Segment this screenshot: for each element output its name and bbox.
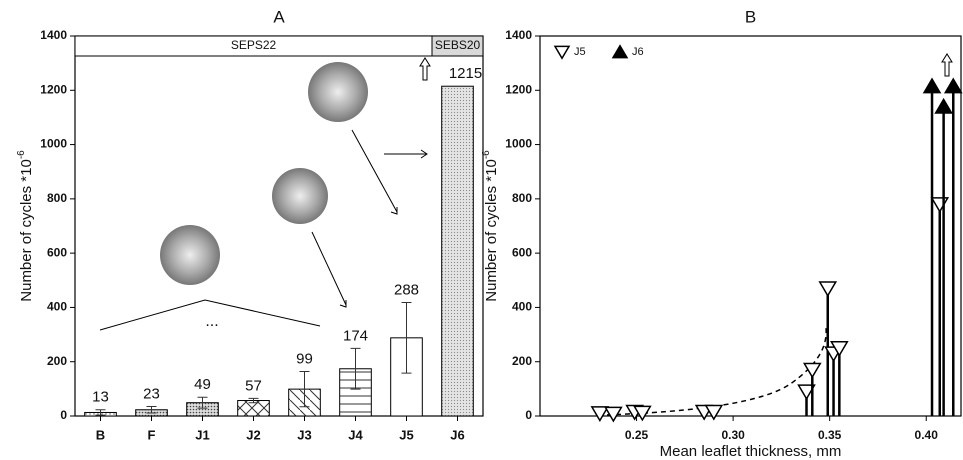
y-axis-label-text: Number of cycles *10 bbox=[18, 159, 35, 302]
legend-label: J5 bbox=[574, 46, 586, 58]
y-tick-label: 400 bbox=[512, 300, 532, 314]
valve-photo bbox=[160, 225, 220, 285]
y-tick-label: 0 bbox=[525, 408, 532, 422]
legend-label: J6 bbox=[632, 46, 644, 58]
arrow bbox=[384, 149, 428, 159]
valve-photo bbox=[272, 168, 328, 224]
x-tick-label: 0.40 bbox=[915, 428, 939, 442]
point bbox=[934, 97, 953, 114]
arrow bbox=[311, 231, 347, 308]
x-tick-label: 0.30 bbox=[721, 428, 745, 442]
y-tick-label: 800 bbox=[47, 191, 67, 205]
error-bar bbox=[146, 406, 157, 414]
error-bar-line bbox=[95, 409, 106, 416]
x-tick-label: J4 bbox=[348, 427, 363, 442]
group-label: SEBS20 bbox=[435, 38, 481, 52]
panel-a: 0 200 400 600 800 1000 1200 1400 A Number of cycl… bbox=[16, 7, 484, 442]
value-label: 99 bbox=[296, 350, 313, 367]
y-tick-label: 1400 bbox=[40, 28, 67, 42]
y-tick-label: 1400 bbox=[505, 28, 532, 42]
point bbox=[797, 384, 816, 401]
y-tick-label: 1000 bbox=[505, 137, 532, 151]
value-label: 49 bbox=[194, 376, 211, 393]
point bbox=[704, 404, 724, 421]
error-bar-line bbox=[401, 302, 412, 374]
y-axis-label-sup: -6 bbox=[481, 150, 492, 159]
legend-marker bbox=[611, 44, 629, 59]
x-axis-label: Mean leaflet thickness, mm bbox=[660, 443, 842, 460]
x-tick-label: F bbox=[148, 427, 156, 442]
error-bar-line bbox=[248, 397, 259, 404]
x-tick-label: J2 bbox=[246, 427, 260, 442]
point bbox=[604, 406, 623, 423]
error-bar bbox=[197, 396, 208, 409]
x-tick-label: J1 bbox=[195, 427, 209, 442]
chart-title: B bbox=[745, 7, 756, 26]
error-bar-line bbox=[350, 347, 361, 390]
group-band bbox=[431, 35, 484, 57]
point bbox=[590, 406, 610, 422]
x-tick-label: 0.25 bbox=[625, 428, 649, 442]
error-bar bbox=[299, 370, 310, 408]
y-tick-label: 400 bbox=[47, 300, 67, 314]
point bbox=[830, 340, 849, 357]
point bbox=[802, 362, 822, 379]
fit-curve bbox=[597, 326, 827, 416]
chart-title: A bbox=[273, 7, 285, 26]
value-label: 13 bbox=[92, 389, 109, 406]
arrow-up bbox=[419, 57, 431, 81]
plot-frame bbox=[539, 35, 962, 417]
y-tick-label: 1200 bbox=[40, 82, 67, 96]
point bbox=[943, 77, 963, 94]
error-bar-line bbox=[146, 406, 157, 414]
y-tick-label: 200 bbox=[47, 354, 67, 368]
error-bar bbox=[401, 302, 412, 374]
point bbox=[922, 77, 942, 94]
error-bar-line bbox=[197, 396, 208, 409]
bar bbox=[441, 85, 474, 417]
annotation: ... bbox=[205, 313, 218, 330]
legend-marker bbox=[553, 45, 571, 60]
error-bar bbox=[350, 347, 361, 390]
x-tick-label: J5 bbox=[399, 427, 413, 442]
x-tick-label: J3 bbox=[297, 427, 311, 442]
y-tick-label: 600 bbox=[47, 245, 67, 259]
value-label: 1215 bbox=[449, 65, 482, 82]
error-bar bbox=[95, 409, 106, 416]
x-tick-label: 0.35 bbox=[818, 428, 842, 442]
y-axis-label: Number of cycles *10-6 bbox=[481, 150, 500, 302]
y-tick-label: 800 bbox=[512, 191, 532, 205]
arrow bbox=[351, 129, 398, 215]
y-tick-label: 0 bbox=[60, 408, 67, 422]
value-label: 57 bbox=[245, 377, 262, 394]
y-axis-label: Number of cycles *10-6 bbox=[16, 150, 35, 302]
point bbox=[633, 405, 652, 422]
y-tick-label: 200 bbox=[512, 354, 532, 368]
y-axis-label-text: Number of cycles *10 bbox=[483, 159, 500, 302]
value-label: 23 bbox=[143, 385, 160, 402]
bracket bbox=[99, 299, 321, 331]
x-tick-label: J6 bbox=[450, 427, 464, 442]
value-label: 288 bbox=[394, 282, 419, 299]
valve-photo bbox=[308, 62, 368, 122]
y-axis-label-sup: -6 bbox=[16, 150, 27, 159]
group-label: SEPS22 bbox=[231, 38, 277, 52]
y-tick-label: 600 bbox=[512, 245, 532, 259]
error-bar bbox=[248, 397, 259, 404]
x-tick-label: B bbox=[96, 427, 105, 442]
y-tick-label: 1000 bbox=[40, 137, 67, 151]
valve-images bbox=[99, 53, 953, 331]
panel-b: 0 200 400 600 800 1000 1200 1400 B Number of cycl… bbox=[481, 7, 963, 460]
error-bar-line bbox=[299, 370, 310, 408]
value-label: 174 bbox=[343, 327, 368, 344]
arrow-up bbox=[941, 53, 953, 77]
point bbox=[930, 197, 950, 213]
y-tick-label: 1200 bbox=[505, 82, 532, 96]
point bbox=[818, 281, 838, 298]
